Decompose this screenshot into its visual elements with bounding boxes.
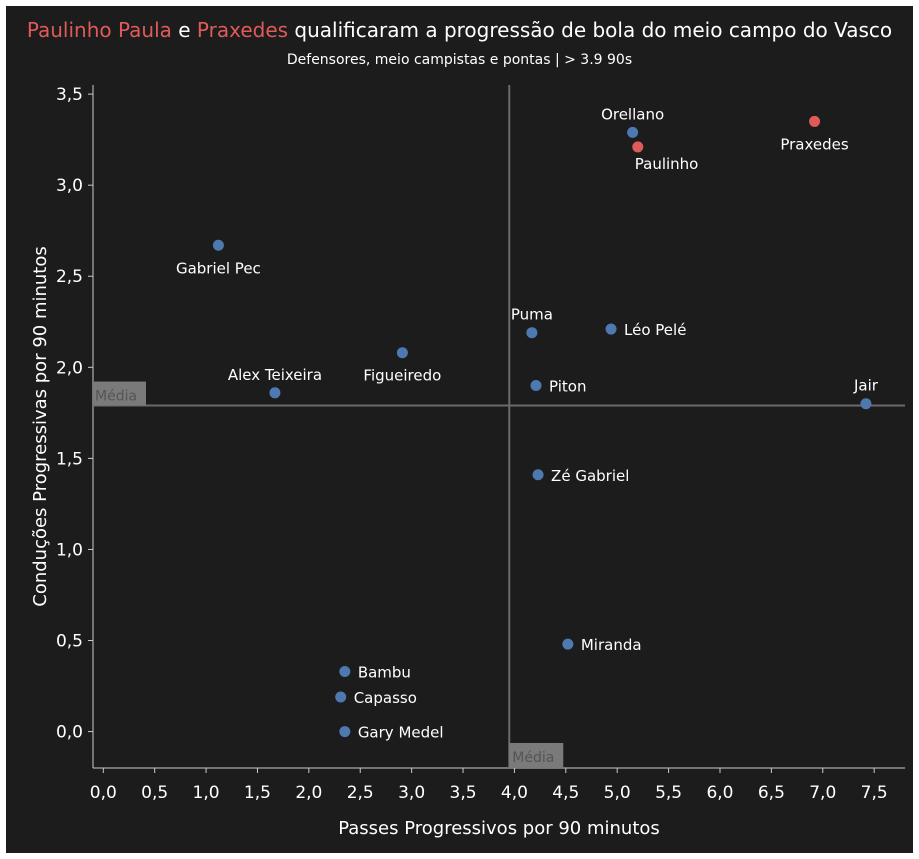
x-tick-label: 4,5	[552, 783, 579, 803]
x-tick-label: 2,5	[347, 783, 374, 803]
x-mean-label: Média	[512, 750, 554, 766]
x-tick-label: 0,5	[141, 783, 168, 803]
label-gary-medel: Gary Medel	[358, 724, 444, 742]
label-jair: Jair	[853, 377, 879, 395]
x-tick-label: 1,5	[244, 783, 271, 803]
point-miranda	[562, 638, 574, 650]
x-tick-label: 1,0	[193, 783, 220, 803]
label-leo-pele: Léo Pelé	[624, 321, 686, 339]
x-axis-title: Passes Progressivos por 90 minutos	[338, 818, 660, 839]
x-tick-label: 7,0	[809, 783, 836, 803]
point-alex-teixeira	[269, 387, 281, 399]
chart-subtitle: Defensores, meio campistas e pontas | > …	[286, 52, 633, 68]
point-leo-pele	[605, 323, 617, 335]
x-tick-label: 7,5	[861, 783, 888, 803]
point-bambu	[339, 665, 351, 677]
label-bambu: Bambu	[358, 663, 411, 681]
x-tick-label: 6,0	[706, 783, 733, 803]
y-tick-label: 1,5	[56, 449, 83, 469]
y-tick-label: 0,5	[56, 632, 83, 652]
label-orellano: Orellano	[601, 105, 664, 123]
y-tick-label: 3,0	[56, 176, 83, 196]
x-mean-label-box	[509, 743, 564, 768]
title-highlight-praxedes: Praxedes	[196, 18, 289, 42]
x-tick-label: 3,0	[398, 783, 425, 803]
label-alex-teixeira: Alex Teixeira	[228, 366, 322, 384]
x-tick-label: 0,0	[90, 783, 117, 803]
point-praxedes	[809, 115, 821, 127]
point-figueiredo	[396, 347, 408, 359]
y-tick-label: 2,0	[56, 358, 83, 378]
y-tick-label: 1,0	[56, 540, 83, 560]
x-tick-label: 2,0	[295, 783, 322, 803]
y-mean-label-box	[93, 381, 146, 406]
title-highlight-paulinho: Paulinho Paula	[26, 18, 172, 42]
chart-title: Paulinho Paula e Praxedes qualificaram a…	[0, 18, 919, 42]
x-tick-label: 4,0	[501, 783, 528, 803]
y-mean-label: Média	[95, 389, 137, 405]
y-axis-title: Conduções Progressivas por 90 minutos	[30, 246, 51, 607]
label-piton: Piton	[549, 378, 586, 396]
label-capasso: Capasso	[354, 689, 417, 707]
x-tick-label: 6,5	[758, 783, 785, 803]
y-tick-label: 2,5	[56, 267, 83, 287]
point-jair	[860, 398, 872, 410]
point-ze-gabriel	[532, 469, 544, 481]
title-rest: qualificaram a progressão de bola do mei…	[288, 18, 893, 42]
point-puma	[526, 327, 538, 339]
x-tick-label: 5,5	[655, 783, 682, 803]
title-connector: e	[171, 18, 197, 42]
label-paulinho: Paulinho	[635, 155, 699, 173]
label-miranda: Miranda	[581, 636, 642, 654]
point-capasso	[335, 691, 347, 703]
point-paulinho	[632, 141, 644, 153]
point-piton	[530, 380, 542, 392]
y-tick-label: 3,5	[56, 85, 83, 105]
x-tick-label: 5,0	[604, 783, 631, 803]
label-ze-gabriel: Zé Gabriel	[551, 467, 629, 485]
label-figueiredo: Figueiredo	[363, 367, 441, 385]
point-gabriel-pec	[212, 239, 224, 251]
label-gabriel-pec: Gabriel Pec	[176, 259, 261, 277]
y-tick-label: 0,0	[56, 723, 83, 743]
x-tick-label: 3,5	[450, 783, 477, 803]
label-praxedes: Praxedes	[780, 135, 849, 153]
label-puma: Puma	[511, 306, 553, 324]
point-orellano	[627, 126, 639, 138]
chart-background	[6, 6, 913, 853]
point-gary-medel	[339, 726, 351, 738]
